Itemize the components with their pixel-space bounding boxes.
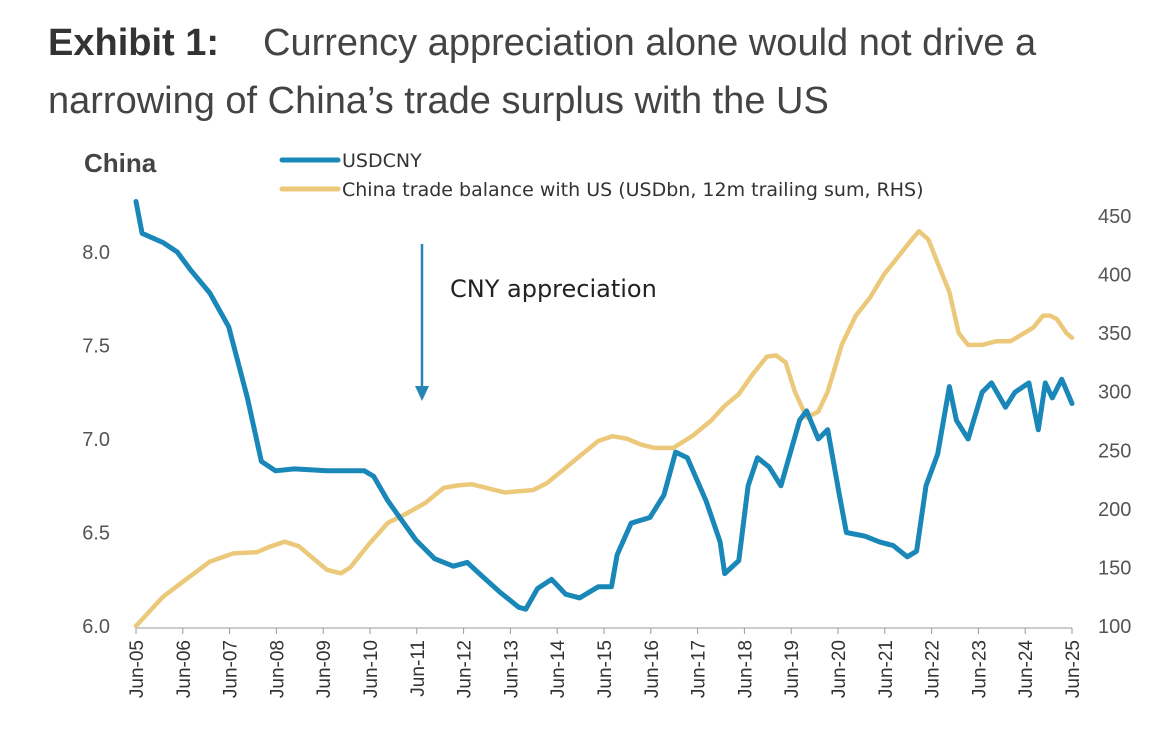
x-tick-label: Jun-08 [267,640,288,698]
series-line-trade-balance [133,228,1075,629]
y-right-tick-label: 450 [1098,206,1131,228]
x-tick-label: Jun-13 [501,640,522,698]
x-tick-label: Jun-10 [361,640,382,698]
y-right-tick-label: 150 [1098,557,1131,579]
y-left-tick-label: 7.5 [82,336,110,358]
legend-label-trade-balance: China trade balance with US (USDbn, 12m … [342,179,924,201]
title-text: Currency appreciation alone would not dr… [48,22,1037,122]
y-axis-left: 6.0 6.5 7.0 7.5 8.0 [82,242,110,638]
x-tick-label: Jun-09 [314,640,335,698]
x-tick-label: Jun-20 [829,640,850,698]
x-tick-label: Jun-17 [689,640,710,698]
chart-title: Exhibit 1: Currency appreciation alone wo… [48,14,1138,130]
x-axis: Jun-05 Jun-06 Jun-07 Jun-08 Jun-09 Jun-10 Jun-… [127,627,1084,699]
x-tick-label: Jun-15 [595,640,616,698]
arrow-head [415,386,429,401]
y-left-tick-label: 6.5 [82,523,110,545]
x-tick-label: Jun-05 [127,640,148,698]
annotation-cny-appreciation: CNY appreciation [450,275,657,303]
y-right-tick-label: 350 [1098,323,1131,345]
x-tick-label: Jun-24 [1016,640,1037,699]
x-tick-label: Jun-11 [408,640,429,697]
x-tick-label: Jun-12 [455,640,476,698]
legend: USDCNY China trade balance with US (USDb… [279,150,924,201]
x-tick-label: Jun-16 [642,640,663,698]
x-tick-label: Jun-14 [548,640,569,699]
x-tick-label: Jun-25 [1063,640,1084,698]
exhibit-label: Exhibit 1: [48,22,220,64]
x-tick-label: Jun-06 [174,640,195,698]
y-left-tick-label: 6.0 [82,616,110,638]
series-line-usdcny [133,199,1075,612]
series-lines [133,199,1075,629]
y-right-tick-label: 100 [1098,616,1131,638]
y-right-tick-label: 300 [1098,382,1131,404]
y-left-tick-label: 8.0 [82,242,110,264]
x-tick-label: Jun-18 [735,640,756,698]
x-tick-label: Jun-07 [221,640,242,698]
y-right-tick-label: 400 [1098,265,1131,287]
x-tick-label: Jun-22 [923,640,944,698]
y-left-tick-label: 7.0 [82,429,110,451]
x-tick-label: Jun-21 [876,640,897,698]
y-right-tick-label: 200 [1098,499,1131,521]
panel-label: China [84,148,157,178]
x-tick-label: Jun-19 [782,640,803,698]
legend-label-usdcny: USDCNY [342,150,422,172]
y-right-tick-label: 250 [1098,440,1131,462]
appreciation-arrow [415,244,429,401]
x-tick-label: Jun-23 [969,640,990,698]
y-axis-right: 100 150 200 250 300 350 400 450 [1098,206,1131,638]
